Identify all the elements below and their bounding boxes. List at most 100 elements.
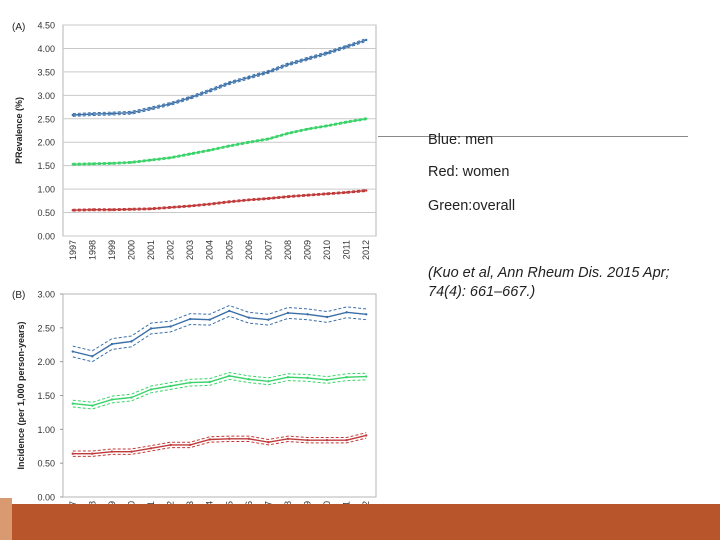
y-tick-label: 2.50 [37,114,55,124]
panel-label: (B) [12,290,25,301]
series-women-point [169,443,172,447]
x-tick-label: 1998 [87,240,97,260]
series-women-point [71,452,74,455]
series-overall-point [149,388,153,391]
y-tick-label: 0.00 [37,493,55,503]
series-men-point [228,309,231,313]
x-tick-label: 2004 [205,240,215,260]
x-tick-label: 2008 [283,240,293,260]
series-overall-point [71,163,74,166]
series-overall-point [110,162,114,165]
series-men-point [286,311,290,315]
series-women-point [345,191,348,194]
series-overall-point [169,384,172,388]
y-tick-label: 4.50 [37,21,55,31]
y-tick-label: 0.50 [37,459,55,469]
x-tick-label: 2001 [146,240,156,260]
panel-a-prevalence-chart: 0.00 0.50 1.00 1.50 2.00 2.50 3.00 3.50 4.00 4.50… [12,21,377,260]
series-men-lower-ci [72,40,367,117]
series-men-point [267,70,270,74]
y-tick-label: 2.00 [37,138,55,148]
series-women-point [267,440,270,444]
series-overall-point [228,374,231,378]
y-tick-label: 1.50 [37,161,55,171]
series-women-point [110,208,114,211]
series-overall-point [247,141,251,144]
series-women-upper-ci [72,189,367,210]
y-axis-label: Incidence (per 1,000 person-years) [16,321,26,469]
chart-figure: 0.00 0.50 1.00 1.50 2.00 2.50 3.00 3.50 4.00 4.50… [12,20,377,522]
series-overall-point [91,162,94,165]
series-men-point [345,311,348,314]
series-women-point [110,450,114,453]
series-men-line [72,310,367,358]
x-tick-label: 2007 [263,240,273,260]
series-women-point [247,198,251,202]
panel-label: (A) [12,22,25,33]
series-women-point [149,447,153,450]
x-tick-label: 2005 [224,240,234,260]
series-overall-upper-ci [72,371,367,403]
series-women-point [325,192,329,195]
series-overall-point [130,396,133,399]
series-men-point [71,113,74,117]
y-tick-label: 1.00 [37,425,55,435]
series-men-upper-ci [72,304,367,352]
series-overall-point [208,148,211,152]
series-men-point [110,342,114,346]
divider-rule [378,136,688,137]
series-women-point [345,438,348,442]
series-overall-point [130,161,133,164]
x-tick-label: 1997 [68,240,78,260]
series-men-point [365,313,368,316]
series-overall-point [365,375,368,378]
series-men-point [149,107,153,110]
series-overall-line [72,375,367,407]
series-men-upper-ci [72,38,367,115]
series-overall-point [267,380,270,383]
series-women-point [149,207,153,211]
legend-overall: Green:overall [428,198,516,214]
series-women-point [71,209,74,212]
series-men-point [208,89,211,92]
series-men-point [325,51,329,55]
series-men-point [169,325,172,328]
y-axis-label: PRevalence (%) [14,97,24,164]
y-tick-label: 0.50 [37,208,55,218]
series-men-point [345,45,348,48]
series-women-lower-ci [72,437,367,457]
series-overall-lower-ci [72,378,367,410]
y-tick-label: 3.50 [37,67,55,77]
bottom-accent-bar [0,504,720,540]
series-overall-lower-ci [72,119,367,166]
series-overall-point [149,158,153,162]
x-tick-label: 2000 [126,240,136,260]
series-overall-point [325,378,329,382]
y-tick-label: 1.00 [37,185,55,195]
series-men-point [91,112,94,116]
series-overall-point [365,117,368,120]
x-tick-label: 2010 [322,240,332,260]
series-men-point [247,316,251,319]
series-men-point [169,102,172,105]
legend-women: Red: women [428,164,510,180]
series-women-point [130,208,133,211]
series-women-line [72,189,367,211]
series-men-lower-ci [72,315,367,363]
citation-text: (Kuo et al, Ann Rheum Dis. 2015 Apr; 74(… [428,265,670,300]
series-men-point [71,350,74,353]
series-men-point [267,318,270,321]
series-women-lower-ci [72,191,367,212]
series-women-point [286,437,290,441]
series-overall-point [325,124,329,128]
series-women-point [247,437,251,441]
x-tick-label: 2003 [185,240,195,260]
series-overall-point [91,404,94,407]
series-men-point [130,111,133,114]
series-men-point [130,340,133,343]
series-women-point [130,450,133,453]
bottom-accent-corner [0,498,12,540]
x-tick-label: 2006 [244,240,254,260]
series-overall-point [306,376,309,380]
series-women-point [306,438,309,442]
